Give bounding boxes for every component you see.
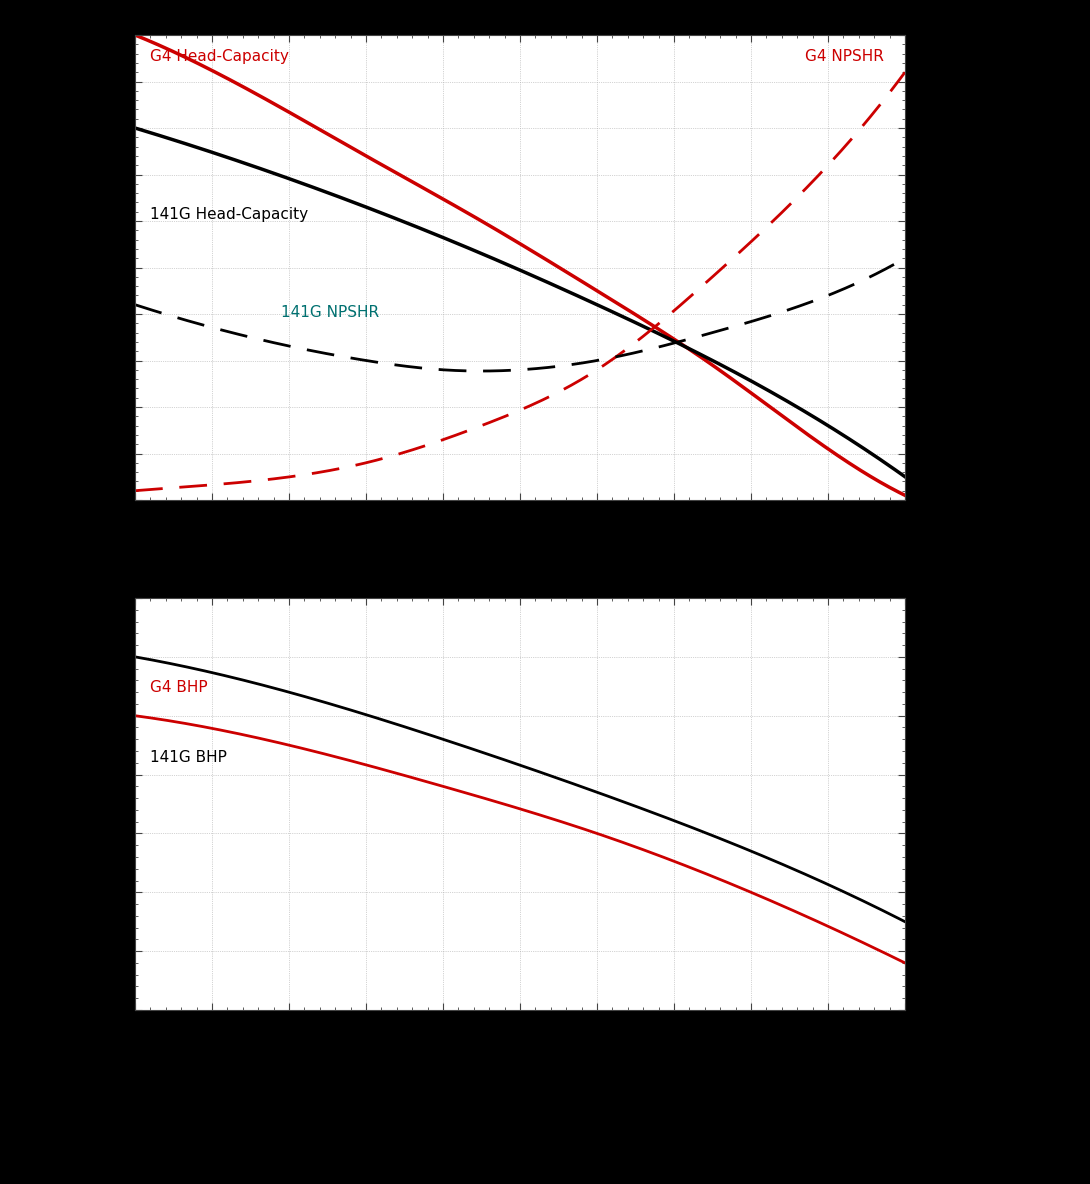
Text: G4 NPSHR: G4 NPSHR (804, 49, 884, 64)
Text: 141G NPSHR: 141G NPSHR (281, 304, 379, 320)
Text: 141G BHP: 141G BHP (150, 751, 228, 765)
Text: 141G Head-Capacity: 141G Head-Capacity (150, 207, 308, 223)
Text: G4 BHP: G4 BHP (150, 681, 208, 695)
Text: G4 Head-Capacity: G4 Head-Capacity (150, 49, 289, 64)
